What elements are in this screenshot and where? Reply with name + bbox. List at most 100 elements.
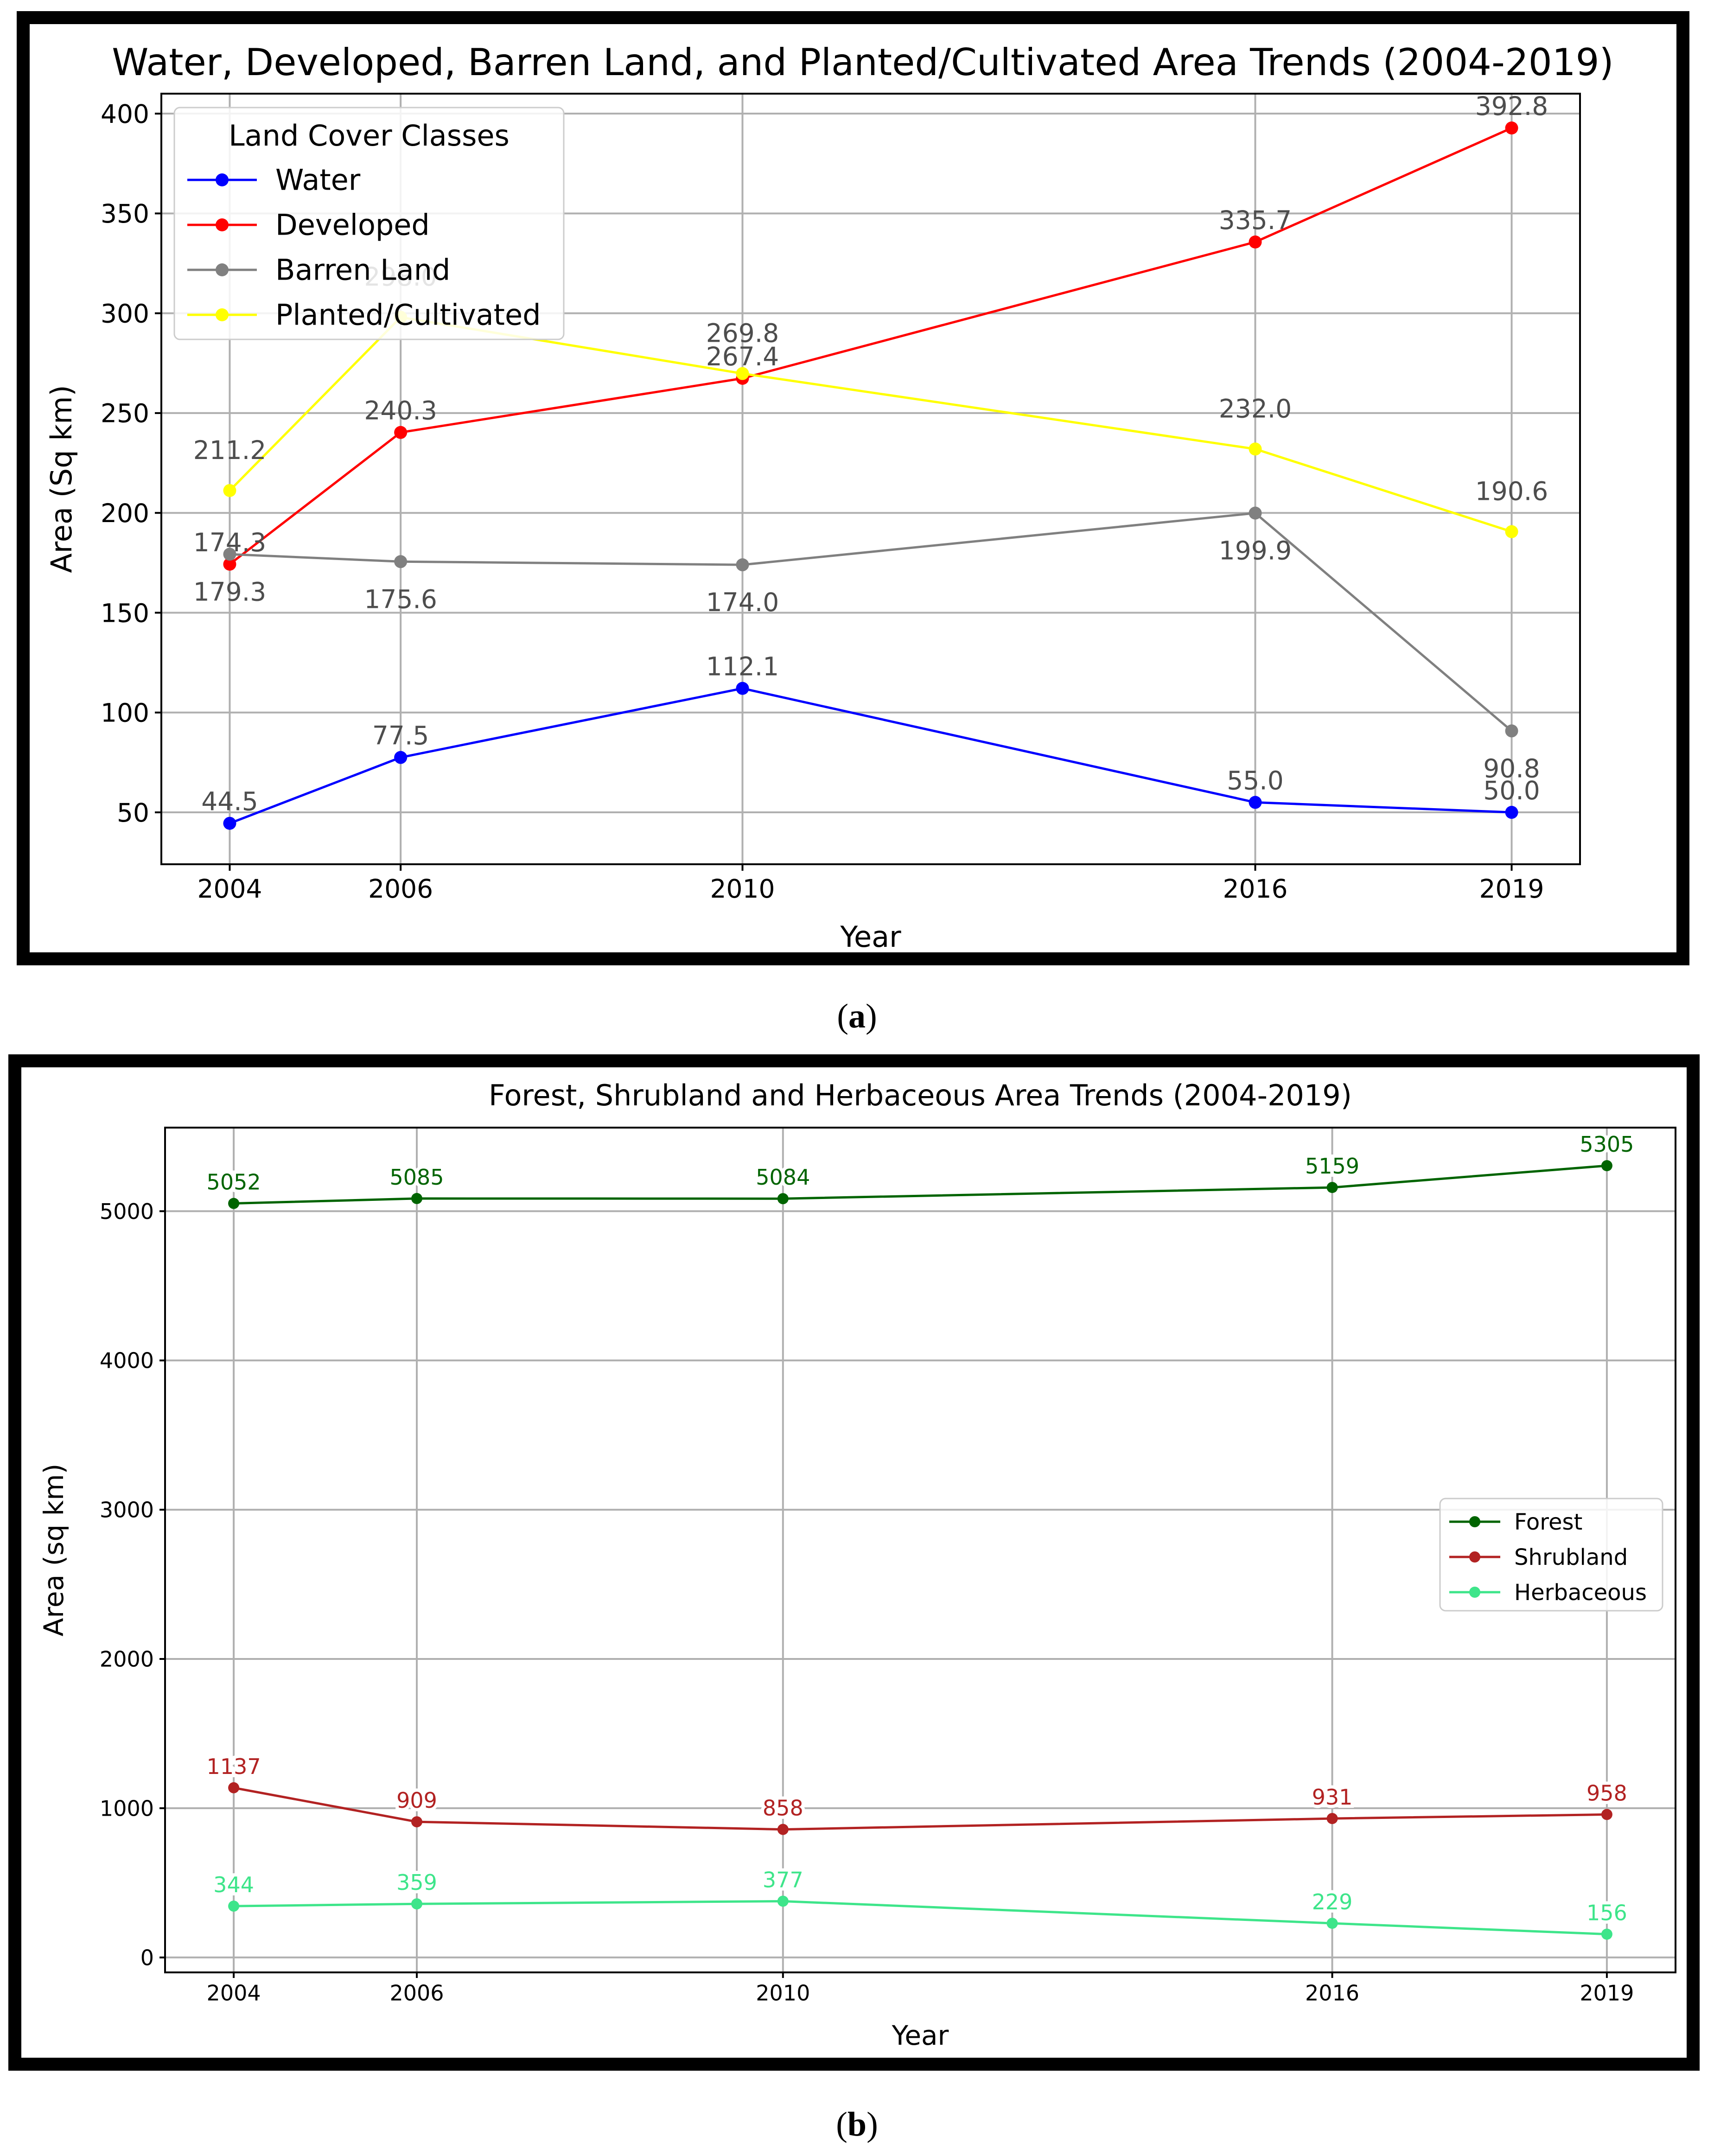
chart-b-point <box>411 1898 422 1910</box>
chart-a-point <box>394 555 408 568</box>
chart-b-data-label: 1137 <box>207 1754 261 1779</box>
chart-panel-a: Water, Developed, Barren Land, and Plant… <box>17 11 1689 965</box>
chart-b-point <box>1601 1928 1612 1940</box>
chart-a-data-label: 44.5 <box>201 787 258 816</box>
chart-a-point <box>1249 442 1262 456</box>
chart-b-legend-swatch-marker <box>1469 1551 1480 1563</box>
chart-b-point <box>411 1816 422 1828</box>
chart-a-legend-title: Land Cover Classes <box>229 119 510 153</box>
chart-b-legend-swatch-marker <box>1469 1587 1480 1598</box>
chart-a-data-label: 211.2 <box>193 435 266 465</box>
chart-a-point <box>223 484 236 497</box>
chart-a-y-tick-label: 350 <box>101 199 149 229</box>
chart-b-data-label: 5159 <box>1305 1154 1359 1179</box>
chart-b-x-tick-label: 2016 <box>1305 1980 1359 2005</box>
chart-b-series-line-herbaceous <box>234 1900 1607 1936</box>
chart-a-point <box>1249 506 1262 520</box>
chart-a-point <box>223 816 236 830</box>
chart-a-point <box>736 682 749 695</box>
chart-a-point <box>223 557 236 571</box>
chart-a-point <box>1249 235 1262 249</box>
chart-b-plot-frame <box>164 1127 1676 1973</box>
chart-b-y-tick-label: 4000 <box>100 1348 154 1373</box>
chart-a-data-label: 240.3 <box>364 396 437 426</box>
chart-b-data-label: 5052 <box>207 1170 261 1195</box>
chart-a-data-label: 174.0 <box>706 587 779 617</box>
caption-a-letter: a <box>848 997 866 1035</box>
chart-a-data-label: 90.8 <box>1483 753 1540 783</box>
chart-a-legend-box <box>173 107 565 340</box>
chart-b-data-label: 931 <box>1312 1785 1353 1810</box>
chart-b-point <box>228 1782 240 1793</box>
chart-b-y-tick-label: 2000 <box>100 1647 154 1672</box>
chart-a-legend-label: Planted/Cultivated <box>275 298 541 332</box>
chart-b-svg: Forest, Shrubland and Herbaceous Area Tr… <box>38 1078 1676 2051</box>
chart-a-series-line-barren-land <box>229 512 1513 732</box>
chart-a-data-label: 112.1 <box>706 652 779 682</box>
chart-b-point <box>228 1198 240 1209</box>
chart-a-point <box>1505 525 1518 538</box>
chart-a-point <box>394 426 408 439</box>
chart-a-legend-label: Barren Land <box>275 253 450 287</box>
chart-b-x-axis-label: Year <box>892 2020 949 2051</box>
caption-b: (b) <box>836 2105 878 2143</box>
chart-a-data-label: 269.8 <box>706 319 779 348</box>
chart-a-x-tick-label: 2016 <box>1223 874 1288 904</box>
chart-a-y-tick-label: 200 <box>101 498 149 528</box>
chart-b-y-tick-label: 3000 <box>100 1498 154 1523</box>
chart-a-point <box>1249 796 1262 809</box>
chart-a-x-tick-label: 2019 <box>1479 874 1544 904</box>
chart-a-x-axis-label: Year <box>840 920 901 952</box>
chart-a-legend-swatch-marker <box>216 218 229 231</box>
caption-a: (a) <box>837 997 877 1035</box>
chart-b-data-label: 359 <box>396 1870 437 1895</box>
chart-b-point <box>411 1193 422 1204</box>
chart-b-legend-label: Shrubland <box>1514 1544 1628 1570</box>
chart-b-legend-label: Herbaceous <box>1514 1580 1647 1606</box>
chart-a-legend-label: Developed <box>275 208 430 242</box>
chart-a-y-tick-label: 150 <box>101 598 149 628</box>
chart-b-point <box>1326 1918 1338 1929</box>
chart-b-x-tick-label: 2019 <box>1580 1980 1634 2005</box>
chart-a-data-label: 77.5 <box>372 721 429 751</box>
chart-b-data-label: 5305 <box>1580 1132 1634 1157</box>
chart-a-data-label: 232.0 <box>1219 394 1292 423</box>
chart-a-legend-swatch-marker <box>216 308 229 321</box>
chart-a-point <box>1505 724 1518 738</box>
chart-a-data-label: 50.0 <box>1483 776 1540 805</box>
chart-a-plot-frame <box>160 93 1581 865</box>
chart-b-y-tick-label: 0 <box>140 1945 154 1970</box>
chart-b-point <box>1326 1813 1338 1824</box>
chart-a-legend-swatch-marker <box>216 263 229 276</box>
chart-b-x-tick-label: 2004 <box>207 1980 261 2005</box>
chart-a-series-line-water <box>229 687 1512 825</box>
chart-b-data-label: 377 <box>763 1867 803 1892</box>
chart-a-data-label: 179.3 <box>193 577 266 606</box>
chart-b-point <box>1601 1160 1612 1172</box>
chart-b-y-tick-label: 1000 <box>100 1796 154 1821</box>
chart-b-y-tick-label: 5000 <box>100 1199 154 1224</box>
chart-a-legend-swatch-marker <box>216 173 229 186</box>
chart-a-data-label: 392.8 <box>1475 91 1548 121</box>
chart-b-point <box>777 1895 789 1907</box>
chart-a-point <box>736 367 749 380</box>
chart-b-legend-swatch-marker <box>1469 1516 1480 1527</box>
chart-b-point <box>228 1901 240 1912</box>
chart-b-point <box>777 1824 789 1835</box>
chart-a-title: Water, Developed, Barren Land, and Plant… <box>112 41 1613 84</box>
chart-a-y-tick-label: 250 <box>101 399 149 428</box>
chart-b-x-tick-label: 2010 <box>756 1980 810 2005</box>
chart-b-data-label: 5084 <box>756 1165 810 1190</box>
chart-a-y-tick-label: 100 <box>101 698 149 728</box>
chart-a-point <box>736 558 749 572</box>
chart-b-point <box>777 1193 789 1205</box>
chart-b-x-tick-label: 2006 <box>389 1980 444 2005</box>
chart-b-y-axis-label: Area (sq km) <box>38 1464 70 1637</box>
chart-a-data-label: 175.6 <box>364 584 437 614</box>
chart-a-data-label: 267.4 <box>706 342 779 371</box>
chart-a-x-tick-label: 2006 <box>368 874 433 904</box>
chart-a-x-tick-label: 2010 <box>710 874 775 904</box>
chart-a-svg: Water, Developed, Barren Land, and Plant… <box>45 41 1614 952</box>
chart-panel-b: Forest, Shrubland and Herbaceous Area Tr… <box>8 1054 1700 2071</box>
chart-b-data-label: 858 <box>763 1796 803 1821</box>
